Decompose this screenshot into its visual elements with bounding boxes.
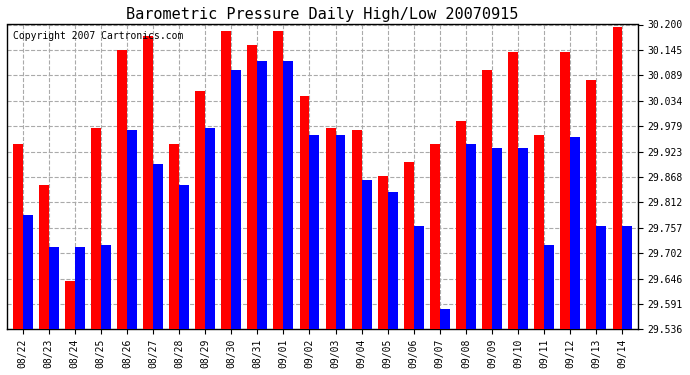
Bar — [153, 164, 163, 329]
Bar — [299, 96, 310, 329]
Bar — [248, 45, 257, 329]
Bar — [169, 144, 179, 329]
Bar — [440, 309, 450, 329]
Bar — [143, 36, 153, 329]
Bar — [49, 247, 59, 329]
Bar — [117, 50, 127, 329]
Bar — [570, 137, 580, 329]
Bar — [544, 244, 554, 329]
Bar — [613, 27, 622, 329]
Bar — [586, 80, 596, 329]
Bar — [404, 162, 414, 329]
Bar — [482, 70, 492, 329]
Bar — [362, 180, 371, 329]
Bar — [456, 121, 466, 329]
Bar — [23, 215, 32, 329]
Bar — [273, 32, 284, 329]
Bar — [492, 148, 502, 329]
Bar — [284, 61, 293, 329]
Bar — [622, 226, 632, 329]
Bar — [91, 128, 101, 329]
Bar — [127, 130, 137, 329]
Bar — [326, 128, 335, 329]
Bar — [12, 144, 23, 329]
Bar — [534, 135, 544, 329]
Bar — [179, 185, 189, 329]
Bar — [430, 144, 440, 329]
Bar — [231, 70, 241, 329]
Bar — [378, 176, 388, 329]
Bar — [75, 247, 85, 329]
Bar — [310, 135, 319, 329]
Bar — [518, 148, 528, 329]
Bar — [352, 130, 362, 329]
Bar — [388, 192, 397, 329]
Bar — [560, 52, 570, 329]
Bar — [257, 61, 267, 329]
Bar — [509, 52, 518, 329]
Bar — [335, 135, 346, 329]
Bar — [39, 185, 49, 329]
Bar — [221, 32, 231, 329]
Bar — [101, 244, 110, 329]
Bar — [195, 91, 205, 329]
Text: Copyright 2007 Cartronics.com: Copyright 2007 Cartronics.com — [13, 31, 184, 40]
Bar — [205, 128, 215, 329]
Bar — [414, 226, 424, 329]
Bar — [65, 281, 75, 329]
Title: Barometric Pressure Daily High/Low 20070915: Barometric Pressure Daily High/Low 20070… — [126, 7, 519, 22]
Bar — [596, 226, 607, 329]
Bar — [466, 144, 476, 329]
